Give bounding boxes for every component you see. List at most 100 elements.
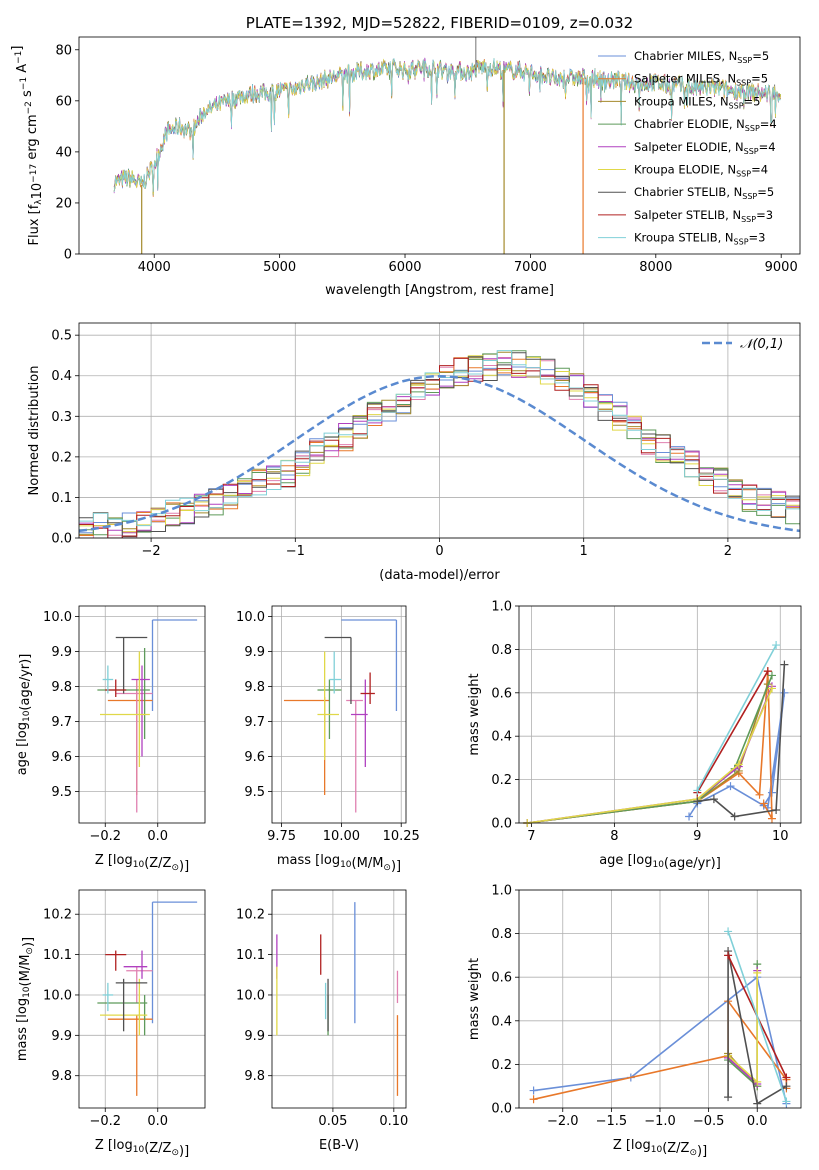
errorbar-point (317, 679, 342, 739)
spectrum-legend: Chabrier MILES, NSSP=5 Salpeter MILES, NS… (598, 49, 777, 247)
errorbar-point (107, 679, 153, 795)
legend-entry: Chabrier ELODIE, NSSP=4 (634, 117, 777, 133)
weight-vs-age-frame (518, 605, 802, 824)
spectrum-ylabel: Flux [fλ10−17 erg cm−2 s−1 A−1] (10, 46, 45, 246)
mass-vs-Z-panel: −0.2 0.0 9.8 9.9 10.0 10.1 10.2 Z [log10(Z/Z⊙)]… (15, 889, 206, 1159)
mass-weight-line (527, 688, 773, 824)
age-vs-Z-xtick-label: −0.2 (89, 829, 121, 844)
age-vs-Z-xlabel: Z [log10(Z/Z⊙)] (95, 853, 189, 874)
errorbar-point (126, 966, 153, 1004)
mass-vs-ebv-ytick-label: 10.1 (236, 948, 265, 963)
weight-vs-age-grid (519, 605, 801, 824)
weight-vs-age-ytick-label: 0.4 (491, 730, 512, 745)
mass-vs-Z-xtick-label: 0.0 (147, 1114, 168, 1129)
spectrum-lines (113, 37, 782, 254)
age-vs-Z-ytick-label: 9.6 (51, 750, 72, 765)
mass-vs-ebv-ytick-label: 9.8 (244, 1069, 265, 1084)
mass-vs-ebv-ytick-label: 9.9 (244, 1029, 265, 1044)
mass-vs-Z-frame (78, 889, 206, 1109)
residuals-xtick-label: 1 (580, 544, 588, 559)
mass-weight-marker (772, 641, 781, 650)
spectrum-xtick-label: 8000 (639, 260, 672, 275)
weight-vs-Z-ytick-label: 0.8 (491, 927, 512, 942)
mass-vs-Z-ytick-label: 10.1 (43, 948, 72, 963)
residuals-xtick-label: −1 (286, 544, 305, 559)
residual-xlabel: (data-model)/error (379, 568, 500, 583)
mass-weight-marker (724, 1093, 733, 1102)
mass-weight-marker (767, 814, 776, 823)
weight-vs-Z-lines (529, 927, 791, 1108)
mass-weight-marker (753, 1099, 762, 1108)
weight-vs-age-ylabel: mass weight (467, 673, 482, 755)
weight-vs-Z-grid (519, 889, 801, 1109)
mass-weight-marker (767, 671, 776, 680)
errorbar-point (341, 619, 398, 711)
spectrum-title: PLATE=1392, MJD=52822, FIBERID=0109, z=0… (246, 14, 633, 32)
mass-vs-Z-errorbars (97, 901, 198, 1096)
mass-vs-Z-ytick-label: 10.0 (43, 988, 72, 1003)
mass-weight-marker (767, 684, 776, 693)
mass-weight-marker (726, 782, 735, 791)
residual-histograms (79, 350, 800, 538)
mass-vs-ebv-frame (271, 889, 407, 1109)
weight-vs-age-xtick-label: 8 (610, 829, 618, 844)
mass-vs-ebv-errorbars (276, 902, 399, 1096)
mass-weight-line (527, 675, 773, 824)
errorbar-point (100, 651, 150, 767)
weight-vs-Z-ylabel: mass weight (467, 958, 482, 1040)
mass-weight-marker (724, 927, 733, 936)
weight-vs-Z-xtick-label: −1.0 (644, 1114, 676, 1129)
mass-weight-line (527, 685, 773, 824)
residuals-xtick-label: 2 (724, 544, 732, 559)
residuals-ytick-label: 0.4 (51, 369, 72, 384)
age-vs-Z-ytick-label: 10.0 (43, 610, 72, 625)
spectrum-ytick-label: 80 (55, 43, 72, 58)
mass-weight-line (527, 683, 769, 824)
weight-vs-age-xtick-label: 9 (693, 829, 701, 844)
spectrum-ytick-label: 40 (55, 145, 72, 160)
mass-weight-line (727, 931, 788, 1102)
mass-weight-marker (772, 805, 781, 814)
weight-vs-age-ytick-label: 0.8 (491, 643, 512, 658)
errorbar-point (329, 651, 342, 694)
mass-weight-marker (753, 1077, 762, 1086)
residuals-ytick-label: 0.2 (51, 450, 72, 465)
weight-vs-Z-frame (518, 889, 802, 1109)
mass-weight-marker (782, 1073, 791, 1082)
residuals-frame (78, 322, 801, 539)
age-vs-mass-panel: 9.75 10.00 10.25 9.5 9.6 9.7 9.8 9.9 10.0 mass [l… (236, 605, 420, 874)
weight-vs-Z-ytick-label: 0.4 (491, 1014, 512, 1029)
spectrum-xtick-label: 6000 (388, 260, 421, 275)
age-vs-mass-ytick-label: 9.9 (244, 645, 265, 660)
weight-vs-age-ytick-label: 0.2 (491, 773, 512, 788)
errorbar-point (107, 1015, 153, 1096)
spectrum-frame (78, 36, 801, 255)
mass-weight-line (527, 671, 773, 824)
age-vs-mass-xtick-label: 10.25 (383, 829, 420, 844)
age-vs-mass-grid (272, 606, 406, 823)
weight-vs-age-xtick-label: 10 (772, 829, 789, 844)
age-vs-mass-ytick-label: 9.7 (244, 715, 265, 730)
weight-vs-age-panel: 7 8 9 10 0.0 0.2 0.4 0.6 0.8 1.0 age [log10(age/yr… (467, 600, 802, 871)
errorbar-point (317, 651, 339, 760)
mass-weight-marker (763, 667, 772, 676)
residuals-ytick-label: 0.0 (51, 532, 72, 547)
mass-vs-ebv-panel: 0.05 0.10 9.8 9.9 10.0 10.1 10.2 E(B-V) (236, 889, 408, 1153)
weight-vs-Z-xtick-label: −1.5 (596, 1114, 628, 1129)
age-vs-Z-ytick-label: 9.9 (51, 645, 72, 660)
mass-vs-ebv-ytick-label: 10.2 (236, 908, 265, 923)
errorbar-point (131, 665, 150, 757)
mass-vs-Z-xlabel: Z [log10(Z/Z⊙)] (95, 1138, 189, 1159)
spectrum-xtick-label: 5000 (263, 260, 296, 275)
mass-weight-line (727, 950, 787, 1105)
residuals-xtick-label: 0 (435, 544, 443, 559)
mass-weight-marker (693, 797, 702, 806)
residuals-ytick-label: 0.5 (51, 329, 72, 344)
mass-vs-Z-ylabel: mass [log10(M/M⊙)] (15, 937, 36, 1061)
mass-weight-line (696, 644, 777, 791)
legend-entry: Chabrier MILES, NSSP=5 (634, 49, 769, 65)
weight-vs-age-xtick-label: 7 (527, 829, 535, 844)
mass-weight-marker (709, 795, 718, 804)
residual-ylabel: Normed distribution (27, 366, 42, 496)
weight-vs-Z-ytick-label: 0.6 (491, 971, 512, 986)
